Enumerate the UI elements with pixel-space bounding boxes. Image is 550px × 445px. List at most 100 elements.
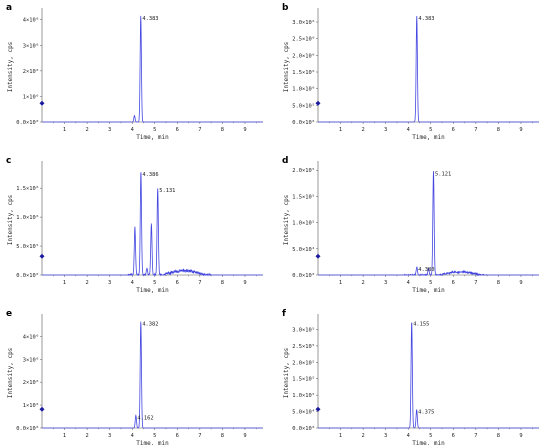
y-tick-label: 1.5×10⁶ bbox=[16, 185, 39, 192]
x-tick-label: 8 bbox=[221, 280, 224, 286]
y-tick-label: 2.0×10⁵ bbox=[292, 359, 315, 366]
panel-letter-a: a bbox=[6, 3, 12, 13]
y-tick-label: 1.0×10⁵ bbox=[292, 220, 315, 227]
y-tick-label: 2.0×10⁶ bbox=[292, 52, 315, 59]
diamond-marker bbox=[39, 253, 45, 259]
x-tick-label: 6 bbox=[452, 280, 455, 286]
y-tick-label: 5.0×10⁵ bbox=[292, 102, 315, 109]
x-tick-label: 4 bbox=[131, 127, 134, 133]
x-tick-label: 9 bbox=[243, 280, 246, 286]
x-tick-label: 1 bbox=[63, 433, 66, 439]
y-tick-label: 1.5×10⁵ bbox=[292, 376, 315, 383]
x-tick-label: 2 bbox=[85, 280, 88, 286]
x-axis-title: Time, min bbox=[412, 440, 445, 445]
x-tick-label: 4 bbox=[407, 127, 410, 133]
peak-label: 4.383 bbox=[142, 16, 158, 22]
x-tick-label: 2 bbox=[361, 433, 364, 439]
chromatogram-trace bbox=[318, 322, 539, 429]
x-tick-label: 5 bbox=[429, 127, 432, 133]
x-tick-label: 1 bbox=[63, 127, 66, 133]
x-tick-label: 1 bbox=[339, 433, 342, 439]
x-tick-label: 5 bbox=[429, 433, 432, 439]
x-tick-label: 7 bbox=[198, 127, 201, 133]
panel-letter-f: f bbox=[282, 309, 286, 319]
panel-letter-b: b bbox=[282, 3, 289, 13]
x-tick-label: 8 bbox=[497, 433, 500, 439]
x-tick-label: 8 bbox=[497, 280, 500, 286]
y-tick-label: 5.0×10⁴ bbox=[292, 409, 315, 416]
x-tick-label: 2 bbox=[85, 127, 88, 133]
diamond-marker bbox=[39, 406, 45, 412]
x-tick-label: 6 bbox=[176, 433, 179, 439]
x-tick-label: 5 bbox=[153, 127, 156, 133]
y-tick-label: 1×10⁶ bbox=[23, 93, 39, 100]
x-tick-label: 8 bbox=[221, 127, 224, 133]
x-tick-label: 9 bbox=[519, 127, 522, 133]
panel-letter-c: c bbox=[6, 156, 11, 166]
x-tick-label: 3 bbox=[384, 280, 387, 286]
chromatogram-trace bbox=[318, 171, 539, 277]
x-tick-label: 3 bbox=[384, 433, 387, 439]
x-axis-title: Time, min bbox=[136, 287, 169, 294]
peak-label: 4.386 bbox=[142, 172, 158, 178]
peak-label: 4.380 bbox=[418, 267, 434, 273]
x-tick-label: 2 bbox=[85, 433, 88, 439]
x-tick-label: 5 bbox=[429, 280, 432, 286]
diamond-marker bbox=[315, 406, 321, 412]
x-tick-label: 4 bbox=[407, 280, 410, 286]
y-tick-label: 2.5×10⁶ bbox=[292, 36, 315, 43]
x-tick-label: 5 bbox=[153, 280, 156, 286]
x-axis-title: Time, min bbox=[136, 134, 169, 141]
x-tick-label: 3 bbox=[108, 433, 111, 439]
x-tick-label: 6 bbox=[452, 127, 455, 133]
y-tick-label: 0.0×10⁰ bbox=[292, 119, 315, 126]
chart-panel-c: c 1 2 3 4 5 6 7 8 9 0.0×10⁰ 5.0×10⁵ 1.0×10⁶ 1.5×10⁶ Ti… bbox=[6, 156, 263, 294]
x-axis-title: Time, min bbox=[412, 134, 445, 141]
x-tick-label: 3 bbox=[108, 127, 111, 133]
x-tick-label: 9 bbox=[243, 433, 246, 439]
x-tick-label: 7 bbox=[198, 433, 201, 439]
x-tick-label: 9 bbox=[519, 433, 522, 439]
x-tick-label: 2 bbox=[361, 127, 364, 133]
y-tick-label: 1.5×10⁶ bbox=[292, 69, 315, 76]
y-tick-label: 2×10⁶ bbox=[23, 68, 39, 75]
y-axis-title: Intensity, cps bbox=[7, 194, 14, 245]
x-axis-title: Time, min bbox=[412, 287, 445, 294]
x-tick-label: 3 bbox=[108, 280, 111, 286]
peak-label: 5.131 bbox=[159, 188, 175, 194]
y-tick-label: 3.0×10⁵ bbox=[292, 326, 315, 333]
chromatogram-trace bbox=[42, 321, 263, 429]
y-tick-label: 4×10⁶ bbox=[23, 17, 39, 24]
chromatogram-trace bbox=[42, 172, 263, 277]
x-tick-label: 4 bbox=[131, 433, 134, 439]
y-axis-title: Intensity, cps bbox=[7, 347, 14, 398]
x-tick-label: 1 bbox=[63, 280, 66, 286]
y-tick-label: 2.5×10⁵ bbox=[292, 343, 315, 350]
chart-panel-f: f 1 2 3 4 5 6 7 8 9 0.0×10⁰ 5.0×10⁴ 1.0×10⁵ 1.5×10⁵ 2.… bbox=[282, 309, 539, 445]
x-tick-label: 7 bbox=[474, 280, 477, 286]
x-tick-label: 3 bbox=[384, 127, 387, 133]
x-tick-label: 6 bbox=[452, 433, 455, 439]
y-tick-label: 0.0×10⁰ bbox=[292, 272, 315, 279]
chromatogram-trace bbox=[42, 15, 263, 123]
chart-panel-d: d 1 2 3 4 5 6 7 8 9 0.0×10⁰ 5.0×10⁴ 1.0×10⁵ 1.5×10⁵ 2.… bbox=[282, 156, 539, 294]
x-tick-label: 7 bbox=[198, 280, 201, 286]
panel-letter-d: d bbox=[282, 156, 288, 166]
y-tick-label: 0.0×10⁰ bbox=[16, 425, 39, 432]
y-tick-label: 1×10⁶ bbox=[23, 402, 39, 409]
x-tick-label: 8 bbox=[221, 433, 224, 439]
x-tick-label: 6 bbox=[176, 280, 179, 286]
x-tick-label: 9 bbox=[519, 280, 522, 286]
chart-panel-a: a 1 2 3 4 5 6 7 8 9 0.0×10⁰ 1×10⁶ 2×10⁶ 3×10⁶ 4×10⁶ Tim… bbox=[6, 3, 263, 141]
peak-label: 4.375 bbox=[418, 410, 434, 416]
y-tick-label: 0.0×10⁰ bbox=[16, 119, 39, 126]
y-tick-label: 4×10⁶ bbox=[23, 333, 39, 340]
peak-label: 4.383 bbox=[418, 16, 434, 22]
x-tick-label: 2 bbox=[361, 280, 364, 286]
x-tick-label: 1 bbox=[339, 280, 342, 286]
diamond-marker bbox=[39, 100, 45, 106]
chart-panel-b: b 1 2 3 4 5 6 7 8 9 0.0×10⁰ 5.0×10⁵ 1.0×10⁶ 1.5×10⁶ 2.… bbox=[282, 3, 539, 141]
panel-letter-e: e bbox=[6, 309, 12, 319]
diamond-marker bbox=[315, 253, 321, 259]
